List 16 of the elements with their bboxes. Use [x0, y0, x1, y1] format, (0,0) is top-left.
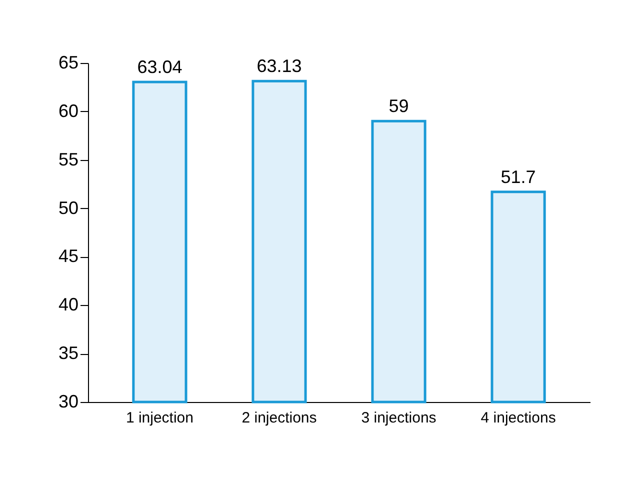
y-tick-label: 35: [58, 343, 78, 364]
data-label: 51.7: [500, 166, 536, 187]
x-tick-label: 2 injections: [242, 410, 317, 426]
y-tick-label: 50: [58, 198, 78, 218]
data-label: 63.13: [256, 56, 302, 76]
data-label: 59: [388, 96, 409, 116]
x-tick-label: 4 injections: [480, 410, 556, 426]
y-tick-label: 65: [58, 52, 78, 72]
x-tick-label: 3 injections: [361, 410, 436, 426]
y-tick-label: 55: [58, 149, 78, 170]
y-tick-label: 40: [58, 294, 78, 315]
y-tick-label: 45: [58, 246, 78, 266]
x-tick-label: 1 injection: [126, 410, 194, 426]
data-label: 63.04: [137, 56, 182, 77]
y-tick-label: 30: [58, 392, 78, 412]
y-tick-label: 60: [58, 100, 78, 121]
